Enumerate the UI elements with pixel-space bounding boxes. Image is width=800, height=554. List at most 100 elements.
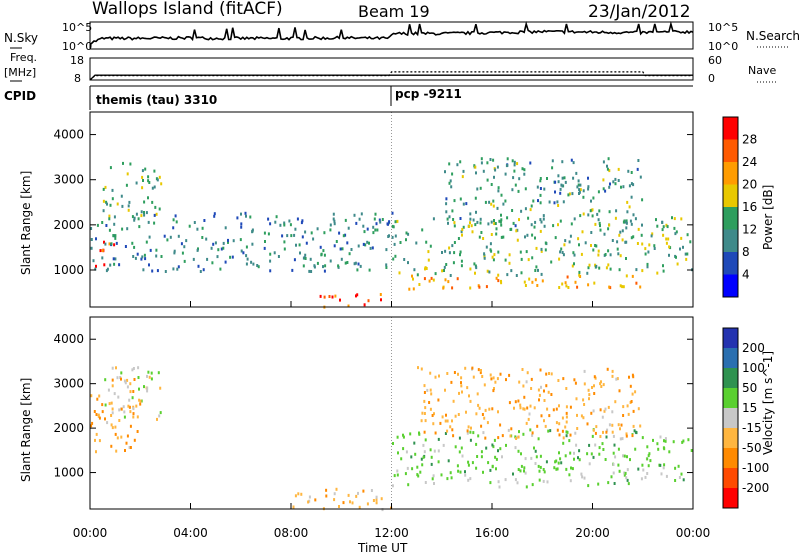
power-cells-cell	[160, 255, 163, 258]
power-cells-cell	[590, 244, 592, 247]
vel-cells-cell	[300, 492, 303, 496]
power-cells-cell	[142, 179, 144, 182]
power-cells-cell	[480, 157, 483, 161]
vel-cells-cell	[508, 373, 511, 377]
vel-cells-cell	[565, 405, 568, 409]
power-cells-cell	[644, 247, 647, 251]
power-cells-cell	[362, 242, 365, 246]
vel-cells-cell	[607, 405, 610, 409]
vel-cells-cell	[494, 455, 497, 459]
vel-cells-cell	[583, 382, 586, 386]
power-cells-cell	[392, 257, 395, 261]
vel-cells-cell	[633, 429, 636, 433]
power-heatmap	[90, 112, 694, 509]
vel-cells-cell	[459, 470, 462, 474]
vel-cells-cell	[634, 390, 637, 394]
vel-cells-cell	[530, 456, 533, 460]
vel-cells-cell	[560, 461, 563, 465]
power-cells-cell	[274, 220, 277, 224]
colorbar-tick-label: 8	[742, 245, 750, 259]
power-cells-cell	[582, 189, 585, 193]
power-cells-cell	[536, 185, 539, 189]
vel-cells-cell	[583, 476, 586, 480]
power-cells-cell	[412, 277, 414, 281]
power-cells-cell	[388, 220, 391, 224]
vel-cells-cell	[568, 439, 571, 443]
colorbar-segment	[723, 408, 738, 429]
power-cells-cell	[662, 233, 665, 237]
power-cells-cell	[661, 221, 664, 224]
vel-cells-cell	[640, 477, 643, 481]
power-cells-cell	[573, 262, 575, 266]
power-cells-cell	[106, 202, 108, 206]
power-cells-cell	[425, 267, 428, 270]
colorbar-tick-label: -100	[742, 461, 769, 475]
vel-cells-cell	[593, 375, 596, 379]
power-cells-cell	[219, 267, 222, 271]
vel-cells-cell	[137, 366, 140, 370]
vel-cells-cell	[114, 432, 117, 436]
colorbar-segment	[723, 184, 738, 208]
vel-cells-cell	[483, 383, 486, 387]
vel-cells-cell	[429, 371, 432, 375]
vel-cells-cell	[464, 473, 467, 477]
power-cells-cell	[667, 237, 670, 241]
power-cells-cell	[227, 240, 229, 244]
vel-cells-cell	[420, 419, 423, 423]
power-cells-cell	[385, 248, 388, 252]
vel-cells-cell	[550, 372, 553, 376]
power-cells-cell	[599, 224, 601, 228]
vel-cells-cell	[519, 469, 522, 473]
power-cells-cell	[337, 264, 340, 268]
power-cells-cell	[626, 210, 629, 214]
vel-cells-cell	[627, 412, 630, 416]
vel-cells-cell	[375, 501, 378, 505]
power-cells-cell	[588, 263, 591, 267]
power-cells-cell	[617, 179, 620, 182]
noise-left-label: N.Sky	[4, 31, 38, 45]
power-cells-cell	[457, 237, 460, 240]
power-cells-cell	[156, 269, 159, 273]
power-cells-cell	[557, 223, 559, 227]
power-cells-cell	[493, 175, 495, 179]
vel-cells-cell	[565, 467, 568, 471]
vel-cells-cell	[489, 481, 492, 485]
power-cells-cell	[578, 190, 581, 194]
vel-cells-cell	[569, 433, 572, 437]
vel-cells-cell	[414, 452, 417, 456]
power-cells-cell	[539, 177, 542, 180]
power-cells-cell	[108, 228, 111, 232]
power-cells-cell	[451, 209, 454, 213]
vel-cells-cell	[347, 493, 350, 497]
power-cells-cell	[236, 216, 239, 220]
power-cells-cell	[495, 227, 498, 231]
power-cells-cell	[494, 222, 497, 225]
power-cells-cell	[220, 247, 223, 251]
power-cells-cell	[597, 249, 600, 253]
power-cells-cell	[322, 265, 324, 269]
power-cells-cell	[394, 220, 397, 224]
power-cells-cell	[572, 161, 575, 165]
vel-cells-cell	[533, 446, 535, 450]
power-cells-cell	[563, 176, 566, 180]
power-cells-cell	[432, 278, 435, 282]
power-cells-cell	[492, 199, 495, 203]
power-cells-cell	[469, 267, 472, 271]
vel-cells-cell	[110, 401, 113, 405]
power-cells-cell	[686, 252, 689, 256]
power-cells-cell	[217, 248, 220, 252]
power-cells-cell	[158, 207, 161, 211]
power-cells-cell	[529, 208, 532, 212]
colorbar-tick-label: 24	[742, 155, 757, 169]
vel-cells-cell	[600, 385, 603, 388]
power-cells-cell	[661, 228, 664, 232]
vel-cells-cell	[647, 464, 650, 468]
vel-cells-cell	[566, 430, 569, 434]
power-cells-cell	[249, 215, 252, 219]
power-cells-cell	[582, 212, 585, 216]
power-cells-cell	[616, 240, 619, 244]
colorbar-segment	[723, 117, 738, 140]
power-ylabel: Slant Range [km]	[19, 171, 33, 275]
colorbar-segment	[723, 388, 738, 409]
vel-cells-cell	[355, 494, 358, 498]
